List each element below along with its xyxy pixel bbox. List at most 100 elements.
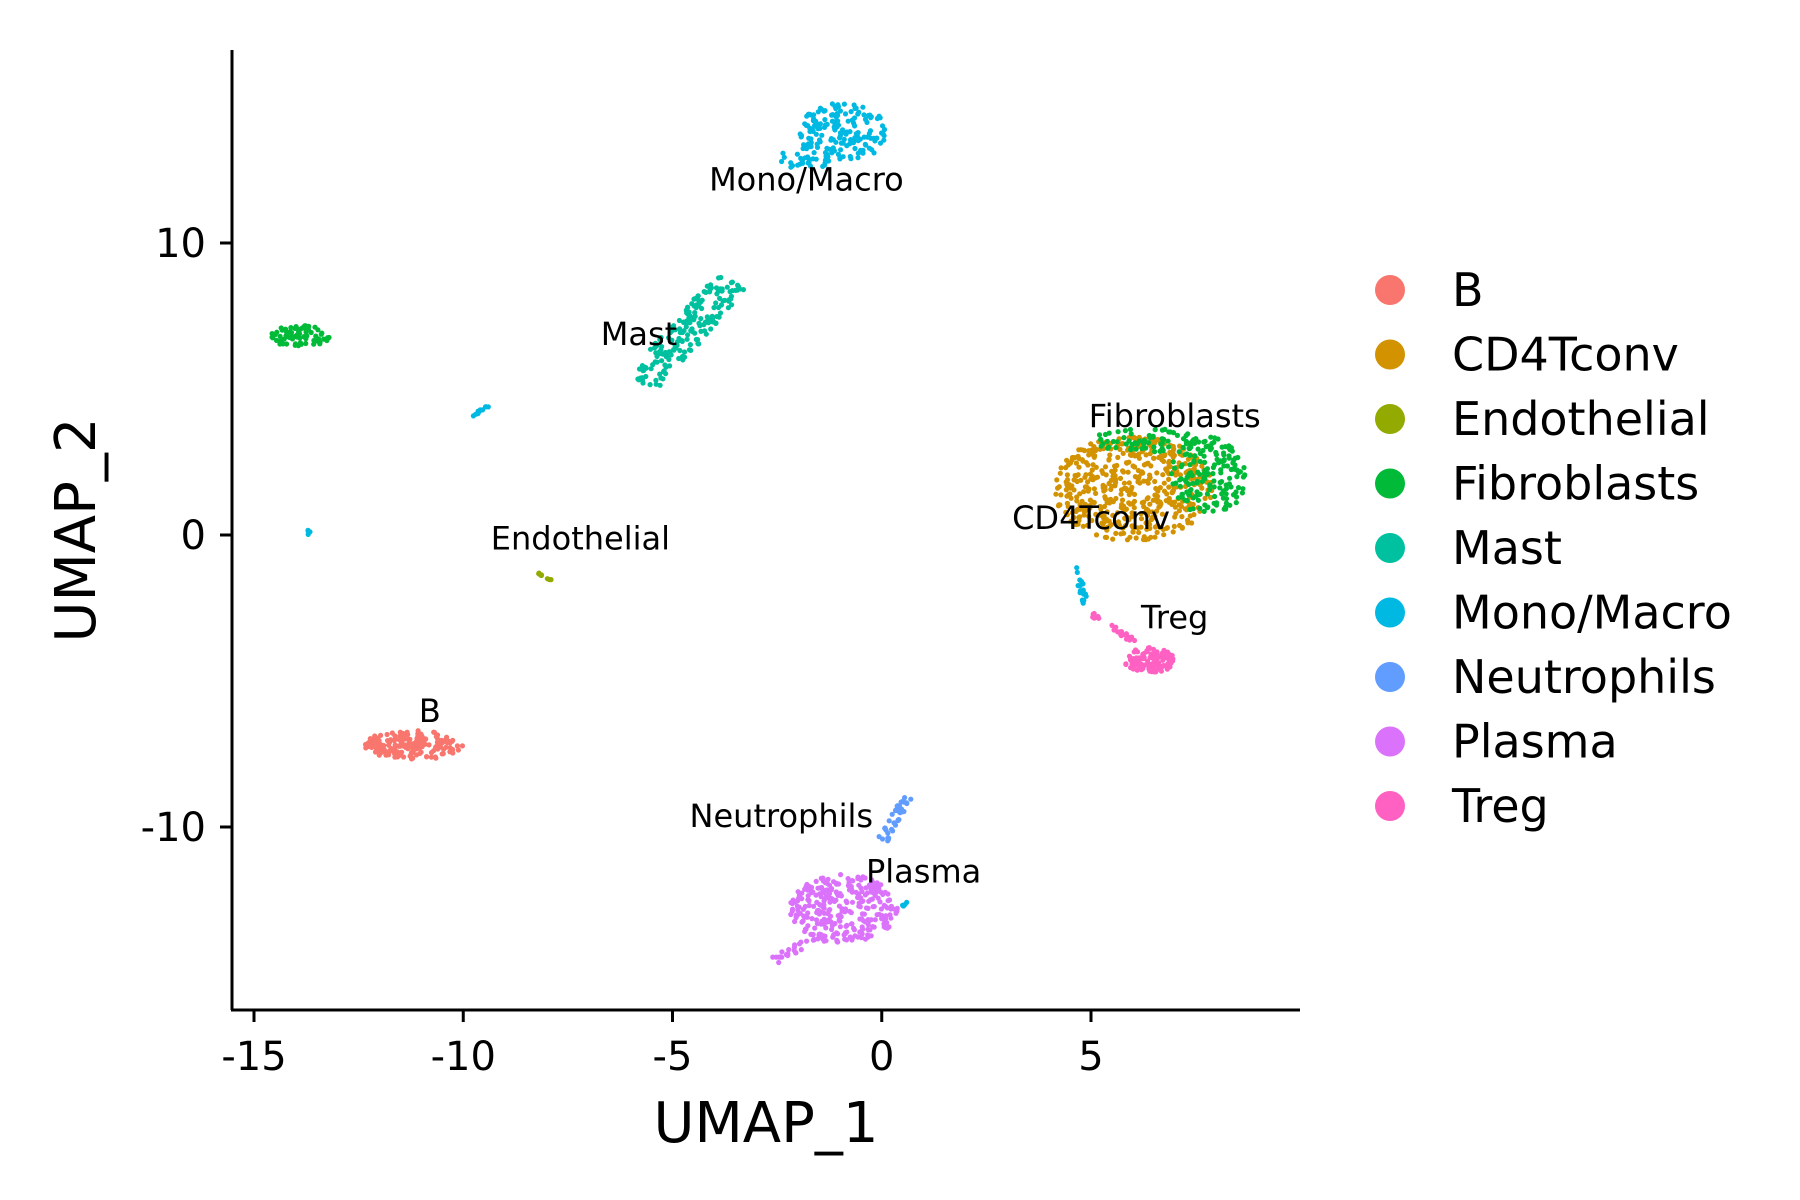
data-point-plasma: [833, 880, 839, 886]
data-point-fibroblasts: [1224, 463, 1230, 469]
data-point-cd4tconv: [1071, 477, 1077, 483]
data-point-plasma: [789, 906, 796, 912]
data-point-plasma: [820, 875, 826, 881]
data-point-mono-macro: [844, 143, 850, 149]
data-point-plasma: [805, 887, 811, 893]
data-point-fibroblasts: [1128, 431, 1134, 437]
data-point-b: [386, 752, 392, 758]
data-point-mono-macro: [781, 154, 787, 160]
data-point-fibroblasts: [1197, 505, 1203, 511]
data-point-b: [396, 736, 402, 743]
data-point-mast: [639, 377, 646, 383]
data-point-plasma: [880, 891, 886, 898]
y-tick-label: -10: [141, 805, 206, 851]
data-point-mono-macro: [822, 122, 829, 128]
axis-ticks: -15 -10 -5 0 5 -10 0 10: [141, 221, 1104, 1080]
data-point-fibroblasts: [1182, 497, 1188, 503]
data-point-plasma: [866, 898, 872, 904]
data-point-b: [392, 733, 398, 739]
data-point-cd4tconv: [1191, 511, 1197, 518]
data-point-mast: [672, 327, 678, 333]
data-point-plasma: [788, 911, 794, 918]
data-point-b: [428, 750, 435, 756]
data-point-mast: [717, 310, 724, 316]
data-point-mast: [679, 338, 685, 344]
data-point-cd4tconv: [1132, 464, 1138, 470]
data-point-plasma: [811, 937, 817, 943]
data-point-b: [428, 754, 434, 760]
data-point-plasma: [883, 916, 889, 922]
data-point-cd4tconv: [1166, 464, 1172, 470]
data-point-b: [418, 731, 424, 737]
data-point-cd4tconv: [1178, 503, 1184, 509]
data-point-plasma: [845, 876, 851, 882]
data-point-plasma: [814, 899, 820, 906]
data-point-plasma: [858, 895, 864, 901]
data-point-endothelial: [548, 577, 554, 583]
data-point-fibroblasts: [1241, 465, 1247, 471]
legend-label: B: [1452, 263, 1484, 317]
legend-key: [1375, 597, 1405, 628]
data-point-fibroblasts: [1204, 491, 1210, 497]
data-point-mono-macro: [848, 156, 854, 162]
data-point-cd4tconv: [1129, 510, 1135, 516]
data-point-plasma: [837, 891, 843, 897]
data-point-b: [402, 732, 408, 739]
data-point-fibroblasts: [1216, 460, 1222, 466]
data-point-mono-macro: [855, 111, 861, 117]
data-point-mast: [677, 329, 683, 336]
data-point-neutrophils: [892, 822, 899, 828]
data-point-mono-macro: [822, 117, 828, 123]
data-point-mast: [657, 336, 663, 342]
data-point-plasma: [824, 880, 830, 887]
data-point-cd4tconv: [1092, 448, 1099, 454]
data-point-treg: [1133, 647, 1139, 653]
data-point-plasma: [859, 899, 865, 905]
data-point-mast: [720, 298, 726, 304]
data-point-mono-macro: [841, 136, 847, 142]
data-point-fibroblasts: [1233, 500, 1239, 506]
data-point-b: [454, 743, 460, 749]
data-point-mono-macro: [800, 145, 806, 152]
data-point-mono-macro: [840, 154, 846, 160]
data-point-fibroblasts: [1152, 449, 1158, 455]
data-point-fibroblasts: [1187, 506, 1193, 513]
data-point-mast: [729, 302, 735, 308]
data-point-mono-macro: [866, 145, 873, 151]
data-point-fibroblasts: [1212, 435, 1218, 441]
data-point-mono-macro: [835, 118, 841, 124]
data-point-plasma: [862, 892, 869, 898]
data-point-plasma: [793, 950, 799, 956]
data-point-fibroblasts: [1152, 427, 1158, 433]
data-point-fibroblasts: [318, 331, 324, 337]
data-point-cd4tconv: [1125, 469, 1131, 475]
data-point-mono-macro: [795, 162, 801, 168]
data-point-cd4tconv: [1091, 499, 1097, 506]
data-point-mono-macro: [475, 411, 481, 417]
data-point-fibroblasts: [1233, 489, 1239, 495]
data-point-mono-macro: [828, 136, 835, 142]
data-point-cd4tconv: [1112, 467, 1118, 473]
data-point-plasma: [810, 889, 816, 895]
data-point-mast: [647, 346, 654, 352]
data-point-mast: [679, 353, 686, 360]
data-point-plasma: [844, 922, 850, 929]
data-point-fibroblasts: [1200, 447, 1206, 454]
data-point-plasma: [792, 918, 798, 925]
data-point-cd4tconv: [1162, 451, 1168, 458]
data-point-mast: [713, 300, 719, 306]
data-point-plasma: [804, 938, 810, 944]
data-point-cd4tconv: [1136, 455, 1142, 461]
data-point-cd4tconv: [1081, 447, 1087, 453]
data-point-fibroblasts: [1212, 493, 1218, 500]
data-point-cd4tconv: [1098, 509, 1104, 516]
data-point-mono-macro: [807, 163, 814, 169]
data-point-cd4tconv: [1080, 523, 1086, 529]
data-point-fibroblasts: [1122, 428, 1128, 434]
data-point-cd4tconv: [1084, 484, 1090, 490]
data-point-cd4tconv: [1166, 495, 1172, 502]
data-point-plasma: [886, 897, 893, 903]
data-point-treg: [1168, 660, 1174, 666]
data-point-cd4tconv: [1126, 500, 1132, 506]
data-point-cd4tconv: [1166, 484, 1172, 490]
